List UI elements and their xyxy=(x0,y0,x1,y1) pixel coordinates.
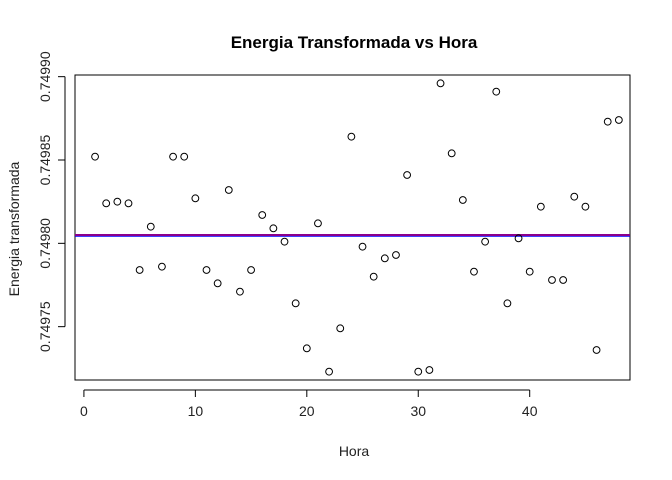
data-point xyxy=(325,367,333,376)
x-axis: 0 10 20 30 40 xyxy=(80,389,538,419)
data-point xyxy=(470,267,478,276)
x-tick-label: 10 xyxy=(188,403,204,419)
data-point xyxy=(481,237,490,246)
data-point xyxy=(581,202,590,211)
data-point xyxy=(258,211,267,219)
data-point xyxy=(458,196,467,204)
data-point xyxy=(425,366,434,374)
data-point xyxy=(503,299,512,308)
data-point xyxy=(158,262,166,271)
data-point xyxy=(202,266,211,274)
data-point xyxy=(447,149,456,158)
data-point xyxy=(169,152,177,161)
data-point xyxy=(269,224,278,233)
data-point xyxy=(358,242,367,251)
data-point xyxy=(492,87,501,96)
mean-lines xyxy=(75,234,630,237)
data-point xyxy=(570,192,579,201)
data-point xyxy=(135,266,144,274)
data-point xyxy=(414,367,423,376)
y-axis: 0.74975 0.74980 0.74985 0.74990 xyxy=(37,51,66,352)
data-point xyxy=(247,266,255,274)
data-point xyxy=(559,276,568,284)
data-point xyxy=(191,194,200,203)
data-point xyxy=(592,346,601,354)
y-tick-label: 0.74975 xyxy=(37,301,53,352)
data-point xyxy=(369,272,378,281)
y-tick-label: 0.74990 xyxy=(37,51,53,102)
y-tick-label: 0.74985 xyxy=(37,134,53,185)
x-tick-label: 40 xyxy=(522,403,538,419)
data-point xyxy=(603,117,612,126)
plot-frame xyxy=(74,74,631,381)
data-point xyxy=(102,199,111,208)
x-tick-label: 0 xyxy=(80,403,88,419)
data-point xyxy=(213,279,222,288)
data-point xyxy=(224,186,233,194)
x-axis-label: Hora xyxy=(339,443,370,459)
data-point xyxy=(280,237,289,246)
data-point xyxy=(336,324,345,333)
data-point xyxy=(302,344,311,353)
data-point xyxy=(514,234,523,243)
data-points xyxy=(91,79,623,376)
data-point xyxy=(436,79,445,88)
data-point xyxy=(548,276,556,284)
data-point xyxy=(314,219,322,228)
data-point xyxy=(614,116,623,124)
data-point xyxy=(146,222,155,231)
data-point xyxy=(347,132,356,141)
x-tick-label: 30 xyxy=(410,403,426,419)
data-point xyxy=(113,197,122,206)
data-point xyxy=(236,287,244,296)
y-axis-label: Energia transformada xyxy=(6,161,22,296)
data-point xyxy=(380,254,389,263)
y-tick-label: 0.74980 xyxy=(37,218,53,269)
data-point xyxy=(91,152,99,161)
x-tick-label: 20 xyxy=(299,403,315,419)
chart-title: Energia Transformada vs Hora xyxy=(231,33,478,52)
data-point xyxy=(180,152,189,161)
data-point xyxy=(536,202,545,211)
data-point xyxy=(291,299,300,308)
data-point xyxy=(392,251,400,259)
data-point xyxy=(525,267,534,276)
data-point xyxy=(403,171,412,179)
data-point xyxy=(124,199,133,208)
